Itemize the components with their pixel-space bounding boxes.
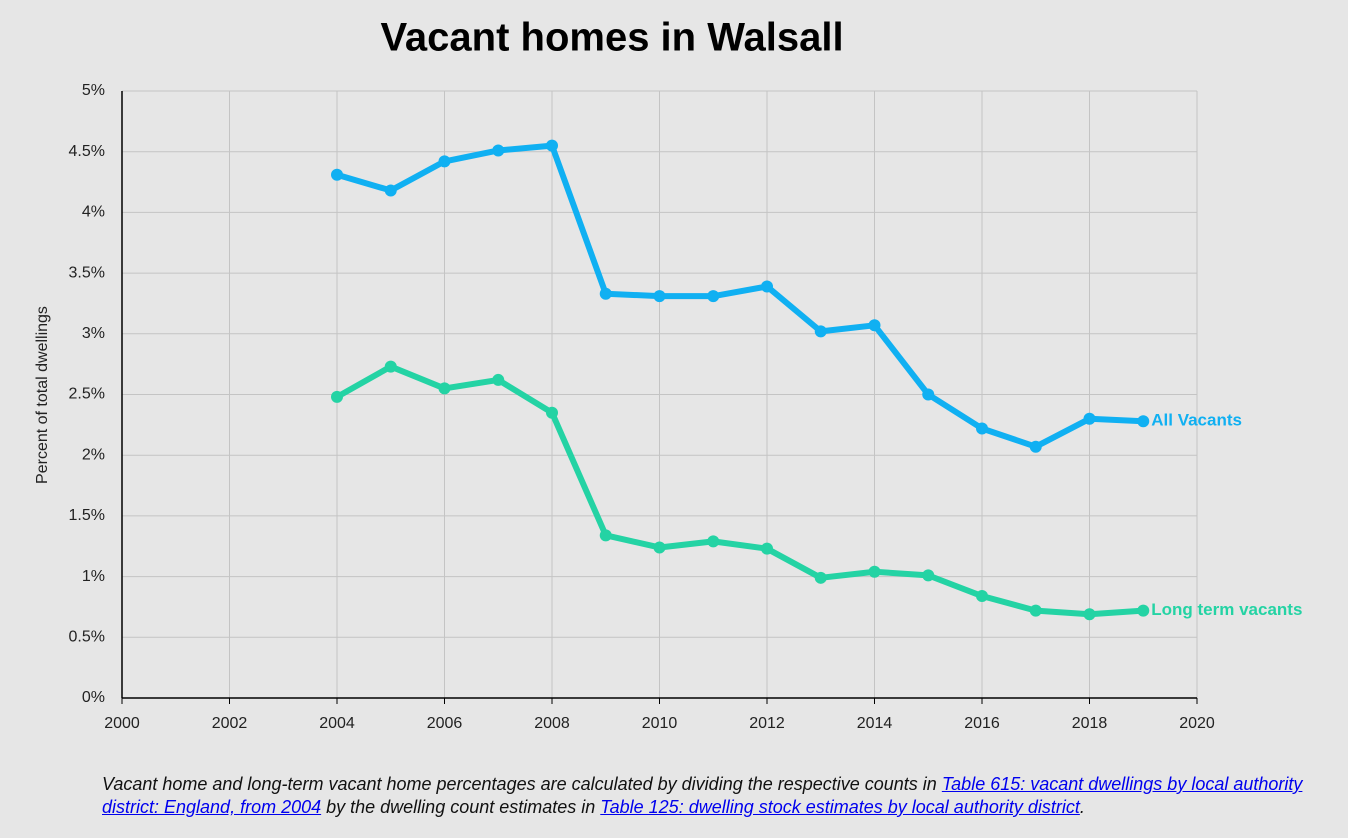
x-tick-label: 2014 <box>857 715 893 732</box>
x-tick-label: 2008 <box>534 715 570 732</box>
data-point <box>1083 412 1096 425</box>
data-point <box>653 541 666 554</box>
series-line <box>336 142 1144 450</box>
data-point <box>438 382 451 395</box>
x-tick-label: 2000 <box>104 715 140 732</box>
data-point <box>331 390 343 403</box>
footnote-text: by the dwelling count estimates in <box>321 797 601 817</box>
data-point <box>976 590 988 603</box>
source-link[interactable]: Table 125: dwelling stock estimates by l… <box>600 797 1080 817</box>
y-tick-label: 2.5% <box>69 386 105 403</box>
y-tick-label: 2% <box>82 446 105 463</box>
data-point <box>384 184 397 197</box>
x-tick-label: 2016 <box>964 715 1000 732</box>
source-link[interactable]: Table 615: vacant dwellings by local aut… <box>102 774 1303 817</box>
data-point <box>761 280 773 293</box>
footnote-text: Vacant home and long-term vacant home pe… <box>102 774 942 794</box>
y-tick-label: 3.5% <box>69 264 105 281</box>
footnote: Vacant home and long-term vacant home pe… <box>102 773 1312 819</box>
data-point <box>868 565 881 578</box>
x-tick-label: 2010 <box>642 715 678 732</box>
x-tick-label: 2006 <box>427 715 463 732</box>
data-point <box>599 287 612 300</box>
data-point <box>492 144 505 157</box>
data-point <box>384 360 397 373</box>
y-tick-label: 1% <box>82 568 105 585</box>
data-point <box>922 569 935 582</box>
data-point <box>1083 608 1096 621</box>
series-label: All Vacants <box>1151 411 1242 430</box>
data-point <box>546 406 558 419</box>
y-tick-label: 1.5% <box>69 507 105 524</box>
x-tick-label: 2020 <box>1179 715 1215 732</box>
data-point <box>438 155 451 168</box>
data-point <box>492 373 505 386</box>
y-tick-label: 4.5% <box>69 143 105 160</box>
x-tick-label: 2004 <box>319 715 355 732</box>
y-tick-label: 5% <box>82 82 105 99</box>
data-point <box>1029 604 1042 617</box>
footnote-text: . <box>1079 797 1085 817</box>
data-point <box>1029 440 1042 453</box>
data-point <box>653 290 666 303</box>
data-point <box>707 535 720 548</box>
x-tick-label: 2018 <box>1072 715 1108 732</box>
data-point <box>814 325 827 338</box>
y-tick-label: 3% <box>82 325 105 342</box>
data-point <box>707 290 720 303</box>
data-point <box>868 319 881 332</box>
data-point <box>1137 415 1150 428</box>
data-point <box>599 529 612 542</box>
y-axis-label: Percent of total dwellings <box>34 306 51 484</box>
series-line <box>335 363 1144 618</box>
data-point <box>1137 604 1150 617</box>
y-tick-label: 4% <box>82 204 105 221</box>
series-label: Long term vacants <box>1151 600 1302 619</box>
chart-title: Vacant homes in Walsall <box>380 16 843 60</box>
x-tick-label: 2002 <box>212 715 248 732</box>
y-tick-label: 0.5% <box>69 629 105 646</box>
data-point <box>976 422 988 435</box>
x-tick-label: 2012 <box>749 715 785 732</box>
data-point <box>922 388 935 401</box>
data-point <box>761 542 773 555</box>
data-point <box>546 139 558 152</box>
y-tick-label: 0% <box>82 689 105 706</box>
chart: Vacant homes in Walsall Percent of total… <box>34 16 1302 733</box>
data-point <box>331 168 343 181</box>
data-point <box>814 571 827 584</box>
